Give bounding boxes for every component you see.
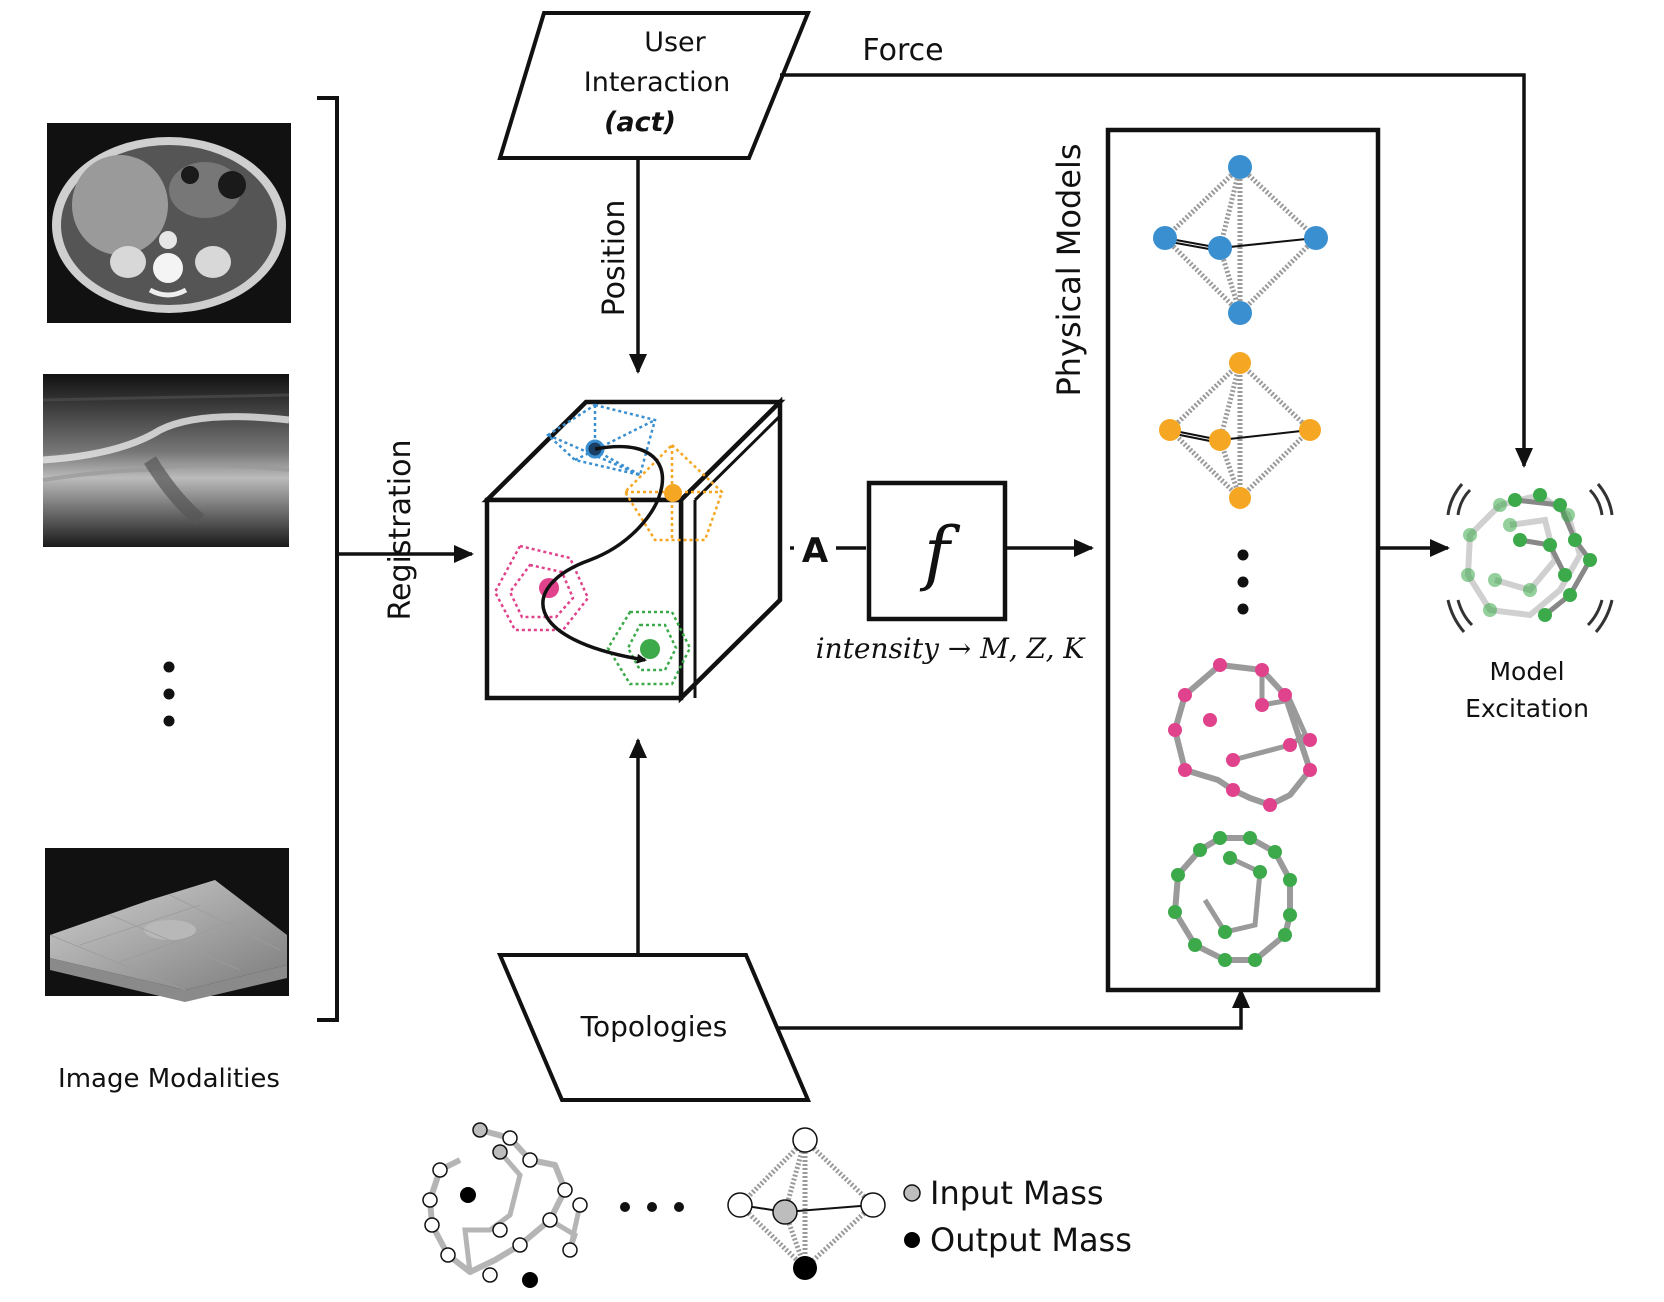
topology-octahedron-example	[727, 1127, 886, 1280]
input-mass-swatch	[903, 1184, 921, 1202]
legend: Input Mass Output Mass	[903, 1174, 1132, 1259]
force-arrow	[780, 73, 1533, 468]
user-interaction-line1: User	[644, 27, 706, 58]
function-caption: intensity → M, Z, K	[816, 632, 1087, 665]
physical-models-title: Physical Models	[1050, 143, 1088, 396]
model-excitation-line1: Model	[1489, 657, 1564, 686]
user-interaction-node	[497, 11, 811, 160]
topologies-label: Topologies	[580, 1010, 728, 1043]
model-excitation-visual	[1446, 483, 1614, 633]
orange-octahedron-model	[1159, 352, 1321, 509]
image-modalities-group: Image Modalities	[42, 96, 339, 1094]
function-box	[866, 480, 1008, 622]
image-modalities-caption: Image Modalities	[58, 1064, 280, 1094]
blue-octahedron-model	[1153, 155, 1328, 325]
topologies-node	[496, 953, 812, 1102]
volume-output-label: A	[802, 531, 829, 571]
volume-cube	[481, 396, 786, 704]
topology-chain-example	[422, 1122, 588, 1288]
modalities-bracket	[317, 96, 339, 1022]
output-mass-swatch	[904, 1232, 920, 1248]
topology-ellipsis	[620, 1202, 684, 1212]
force-label: Force	[862, 33, 943, 68]
user-interaction-line3: (act)	[604, 107, 676, 138]
mesh-surface-image	[45, 848, 289, 1002]
topologies-to-models-arrow	[778, 988, 1250, 1030]
user-interaction-line2: Interaction	[584, 67, 730, 98]
pink-spring-model	[1168, 658, 1317, 812]
input-mass-label: Input Mass	[930, 1174, 1104, 1212]
output-mass-label: Output Mass	[930, 1221, 1132, 1259]
ct-scan-image	[47, 123, 291, 323]
position-label: Position	[597, 200, 632, 317]
models-ellipsis	[1237, 549, 1249, 615]
green-spring-model	[1168, 831, 1297, 967]
registration-label: Registration	[383, 440, 418, 621]
modalities-ellipsis	[163, 661, 175, 727]
model-excitation-line2: Excitation	[1465, 694, 1589, 723]
cube-trajectory-path	[541, 445, 665, 664]
ultrasound-image	[42, 374, 290, 547]
cube-green-element	[606, 610, 692, 686]
